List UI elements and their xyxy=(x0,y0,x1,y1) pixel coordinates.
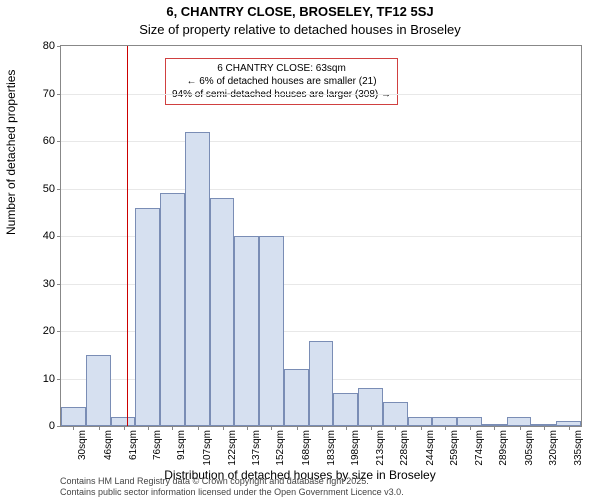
y-tick xyxy=(57,331,61,332)
x-tick-label: 152sqm xyxy=(275,430,286,466)
x-tick-label: 320sqm xyxy=(548,430,559,466)
x-tick xyxy=(445,426,446,430)
histogram-bar xyxy=(432,417,457,427)
x-tick xyxy=(421,426,422,430)
footnote-line2: Contains public sector information licen… xyxy=(60,487,404,498)
y-tick xyxy=(57,141,61,142)
y-axis-label: Number of detached properties xyxy=(4,70,18,235)
histogram-bar xyxy=(61,407,86,426)
y-tick-label: 40 xyxy=(43,230,55,242)
footnote-line1: Contains HM Land Registry data © Crown c… xyxy=(60,476,404,487)
x-tick-label: 91sqm xyxy=(176,430,187,460)
chart-subtitle: Size of property relative to detached ho… xyxy=(0,22,600,37)
histogram-bar xyxy=(210,198,235,426)
y-tick-label: 10 xyxy=(43,373,55,385)
y-tick xyxy=(57,426,61,427)
histogram-bar xyxy=(383,402,408,426)
x-tick xyxy=(371,426,372,430)
x-tick xyxy=(494,426,495,430)
histogram-bar xyxy=(358,388,383,426)
x-tick-label: 228sqm xyxy=(399,430,410,466)
annotation-line2: ← 6% of detached houses are smaller (21) xyxy=(172,75,391,88)
histogram-bar xyxy=(234,236,259,426)
x-tick xyxy=(569,426,570,430)
x-tick-label: 61sqm xyxy=(128,430,139,460)
histogram-bar xyxy=(284,369,309,426)
x-tick-label: 198sqm xyxy=(350,430,361,466)
annotation-box: 6 CHANTRY CLOSE: 63sqm ← 6% of detached … xyxy=(165,58,398,105)
y-tick xyxy=(57,189,61,190)
x-tick-label: 46sqm xyxy=(103,430,114,460)
x-tick-label: 289sqm xyxy=(498,430,509,466)
histogram-bar xyxy=(259,236,284,426)
y-tick-label: 20 xyxy=(43,325,55,337)
histogram-bar xyxy=(309,341,334,427)
x-tick-label: 213sqm xyxy=(375,430,386,466)
gridline xyxy=(61,141,581,142)
histogram-bar xyxy=(507,417,532,427)
x-tick-label: 335sqm xyxy=(573,430,584,466)
y-tick xyxy=(57,379,61,380)
x-tick xyxy=(172,426,173,430)
histogram-bar xyxy=(160,193,185,426)
x-tick xyxy=(223,426,224,430)
x-tick xyxy=(73,426,74,430)
histogram-bar xyxy=(135,208,160,427)
x-tick-label: 30sqm xyxy=(77,430,88,460)
chart-container: 6, CHANTRY CLOSE, BROSELEY, TF12 5SJ Siz… xyxy=(0,0,600,500)
y-tick xyxy=(57,46,61,47)
x-tick xyxy=(99,426,100,430)
y-tick-label: 60 xyxy=(43,135,55,147)
y-tick xyxy=(57,284,61,285)
x-tick xyxy=(395,426,396,430)
x-tick xyxy=(247,426,248,430)
x-tick-label: 168sqm xyxy=(301,430,312,466)
gridline xyxy=(61,94,581,95)
histogram-bar xyxy=(185,132,210,427)
x-tick xyxy=(470,426,471,430)
histogram-bar xyxy=(408,417,433,427)
x-tick xyxy=(148,426,149,430)
x-tick-label: 76sqm xyxy=(152,430,163,460)
x-tick xyxy=(198,426,199,430)
x-tick-label: 244sqm xyxy=(425,430,436,466)
x-tick-label: 137sqm xyxy=(251,430,262,466)
y-tick xyxy=(57,236,61,237)
y-tick xyxy=(57,94,61,95)
x-tick-label: 259sqm xyxy=(449,430,460,466)
x-tick xyxy=(297,426,298,430)
x-tick-label: 122sqm xyxy=(227,430,238,466)
annotation-line3: 94% of semi-detached houses are larger (… xyxy=(172,88,391,101)
x-tick xyxy=(271,426,272,430)
x-tick-label: 274sqm xyxy=(474,430,485,466)
x-tick xyxy=(544,426,545,430)
y-tick-label: 50 xyxy=(43,183,55,195)
histogram-bar xyxy=(457,417,482,427)
histogram-bar xyxy=(86,355,111,426)
annotation-line1: 6 CHANTRY CLOSE: 63sqm xyxy=(172,62,391,75)
x-tick xyxy=(322,426,323,430)
y-tick-label: 0 xyxy=(49,420,55,432)
gridline xyxy=(61,189,581,190)
x-tick xyxy=(346,426,347,430)
histogram-bar xyxy=(333,393,358,426)
y-tick-label: 80 xyxy=(43,40,55,52)
x-tick xyxy=(124,426,125,430)
y-tick-label: 30 xyxy=(43,278,55,290)
histogram-bar xyxy=(111,417,136,427)
x-tick-label: 107sqm xyxy=(202,430,213,466)
x-tick-label: 183sqm xyxy=(326,430,337,466)
x-tick-label: 305sqm xyxy=(524,430,535,466)
x-tick xyxy=(520,426,521,430)
plot-area: 6 CHANTRY CLOSE: 63sqm ← 6% of detached … xyxy=(60,45,582,427)
y-tick-label: 70 xyxy=(43,88,55,100)
marker-vertical-line xyxy=(127,46,128,426)
footnote: Contains HM Land Registry data © Crown c… xyxy=(60,476,404,498)
chart-title-address: 6, CHANTRY CLOSE, BROSELEY, TF12 5SJ xyxy=(0,4,600,19)
